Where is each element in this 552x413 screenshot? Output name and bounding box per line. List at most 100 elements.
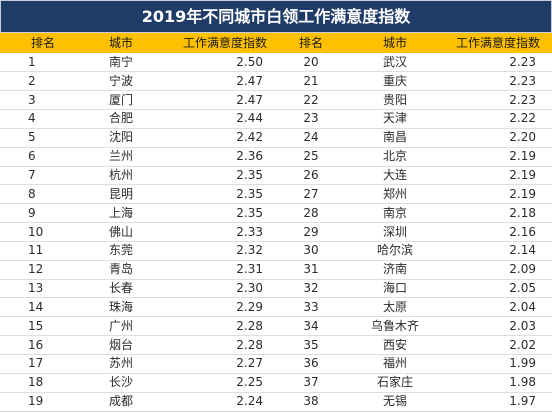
table-row: 8 昆明 2.35 27 郑州 2.19 — [0, 184, 552, 205]
table-row: 17 苏州 2.27 36 福州 1.99 — [0, 354, 552, 374]
rank-cell: 15 — [0, 316, 86, 337]
city-cell: 长沙 — [86, 373, 156, 393]
index-cell: 1.98 — [444, 373, 552, 393]
table-row: 11 东莞 2.32 30 哈尔滨 2.14 — [0, 241, 552, 261]
table-row: 18 长沙 2.25 37 石家庄 1.98 — [0, 373, 552, 393]
rank-cell: 14 — [0, 297, 86, 318]
rank-cell: 25 — [276, 147, 346, 167]
column-header-index: 工作满意度指数 — [182, 36, 267, 50]
city-cell: 沈阳 — [86, 128, 156, 148]
index-cell: 2.36 — [156, 147, 276, 167]
index-cell: 1.97 — [444, 392, 552, 412]
index-cell: 2.28 — [156, 335, 276, 355]
rank-cell: 29 — [276, 222, 346, 242]
index-cell: 2.35 — [156, 166, 276, 186]
index-cell: 2.23 — [444, 53, 552, 73]
city-cell: 贵阳 — [346, 90, 444, 111]
rank-cell: 10 — [0, 222, 86, 242]
city-cell: 佛山 — [86, 222, 156, 242]
rank-cell: 28 — [276, 203, 346, 224]
index-cell: 2.04 — [444, 297, 552, 318]
index-cell: 2.30 — [156, 279, 276, 299]
rank-cell: 21 — [276, 71, 346, 92]
city-cell: 昆明 — [86, 184, 156, 205]
index-cell: 2.47 — [156, 71, 276, 92]
city-cell: 哈尔滨 — [346, 241, 444, 261]
index-cell: 2.47 — [156, 90, 276, 111]
table-row: 3 厦门 2.47 22 贵阳 2.23 — [0, 90, 552, 111]
rank-cell: 30 — [276, 241, 346, 261]
index-cell: 2.29 — [156, 297, 276, 318]
city-cell: 天津 — [346, 109, 444, 129]
rank-cell: 18 — [0, 373, 86, 393]
table-row: 2 宁波 2.47 21 重庆 2.23 — [0, 71, 552, 92]
table-row: 6 兰州 2.36 25 北京 2.19 — [0, 147, 552, 167]
rank-cell: 31 — [276, 260, 346, 280]
index-cell: 2.19 — [444, 166, 552, 186]
table-row: 15 广州 2.28 34 乌鲁木齐 2.03 — [0, 316, 552, 337]
index-cell: 2.35 — [156, 184, 276, 205]
city-cell: 石家庄 — [346, 373, 444, 393]
city-cell: 成都 — [86, 392, 156, 412]
table-row: 19 成都 2.24 38 无锡 1.97 — [0, 392, 552, 412]
city-cell: 珠海 — [86, 297, 156, 318]
table-row: 13 长春 2.30 32 海口 2.05 — [0, 279, 552, 299]
table-row: 16 烟台 2.28 35 西安 2.02 — [0, 335, 552, 355]
city-cell: 合肥 — [86, 109, 156, 129]
index-cell: 2.27 — [156, 354, 276, 374]
city-cell: 杭州 — [86, 166, 156, 186]
city-cell: 东莞 — [86, 241, 156, 261]
rank-cell: 37 — [276, 373, 346, 393]
rank-cell: 38 — [276, 392, 346, 412]
rank-cell: 6 — [0, 147, 86, 167]
table-row: 1 南宁 2.50 20 武汉 2.23 — [0, 53, 552, 73]
column-header-city: 城市 — [382, 36, 407, 50]
rank-cell: 19 — [0, 392, 86, 412]
city-cell: 乌鲁木齐 — [346, 316, 444, 337]
index-cell: 2.23 — [444, 71, 552, 92]
rank-cell: 23 — [276, 109, 346, 129]
rank-cell: 7 — [0, 166, 86, 186]
rank-cell: 36 — [276, 354, 346, 374]
rank-cell: 4 — [0, 109, 86, 129]
rank-cell: 1 — [0, 53, 86, 73]
city-cell: 兰州 — [86, 147, 156, 167]
rank-cell: 17 — [0, 354, 86, 374]
city-cell: 太原 — [346, 297, 444, 318]
city-cell: 郑州 — [346, 184, 444, 205]
city-cell: 无锡 — [346, 392, 444, 412]
rank-cell: 12 — [0, 260, 86, 280]
city-cell: 武汉 — [346, 53, 444, 73]
table-row: 4 合肥 2.44 23 天津 2.22 — [0, 109, 552, 129]
index-cell: 2.16 — [444, 222, 552, 242]
rank-cell: 2 — [0, 71, 86, 92]
index-cell: 2.19 — [444, 184, 552, 205]
rank-cell: 16 — [0, 335, 86, 355]
index-cell: 2.50 — [156, 53, 276, 73]
rank-cell: 27 — [276, 184, 346, 205]
index-cell: 2.02 — [444, 335, 552, 355]
satisfaction-table: 排名 城市 工作满意度指数 排名 城市 工作满意度指数 1 南宁 2.50 20 武汉 2… — [0, 33, 552, 412]
city-cell: 青岛 — [86, 260, 156, 280]
index-cell: 2.44 — [156, 109, 276, 129]
index-cell: 2.05 — [444, 279, 552, 299]
table-header: 排名 城市 工作满意度指数 排名 城市 工作满意度指数 — [0, 33, 552, 53]
rank-cell: 24 — [276, 128, 346, 148]
index-cell: 2.03 — [444, 316, 552, 337]
city-cell: 长春 — [86, 279, 156, 299]
index-cell: 2.25 — [156, 373, 276, 393]
index-cell: 2.09 — [444, 260, 552, 280]
city-cell: 深圳 — [346, 222, 444, 242]
column-header-index: 工作满意度指数 — [455, 36, 540, 50]
city-cell: 大连 — [346, 166, 444, 186]
index-cell: 2.31 — [156, 260, 276, 280]
city-cell: 南宁 — [86, 53, 156, 73]
table-row: 7 杭州 2.35 26 大连 2.19 — [0, 166, 552, 186]
rank-cell: 35 — [276, 335, 346, 355]
rank-cell: 9 — [0, 203, 86, 224]
index-cell: 2.33 — [156, 222, 276, 242]
index-cell: 2.24 — [156, 392, 276, 412]
column-header-rank: 排名 — [30, 36, 55, 50]
column-header-rank: 排名 — [298, 36, 323, 50]
